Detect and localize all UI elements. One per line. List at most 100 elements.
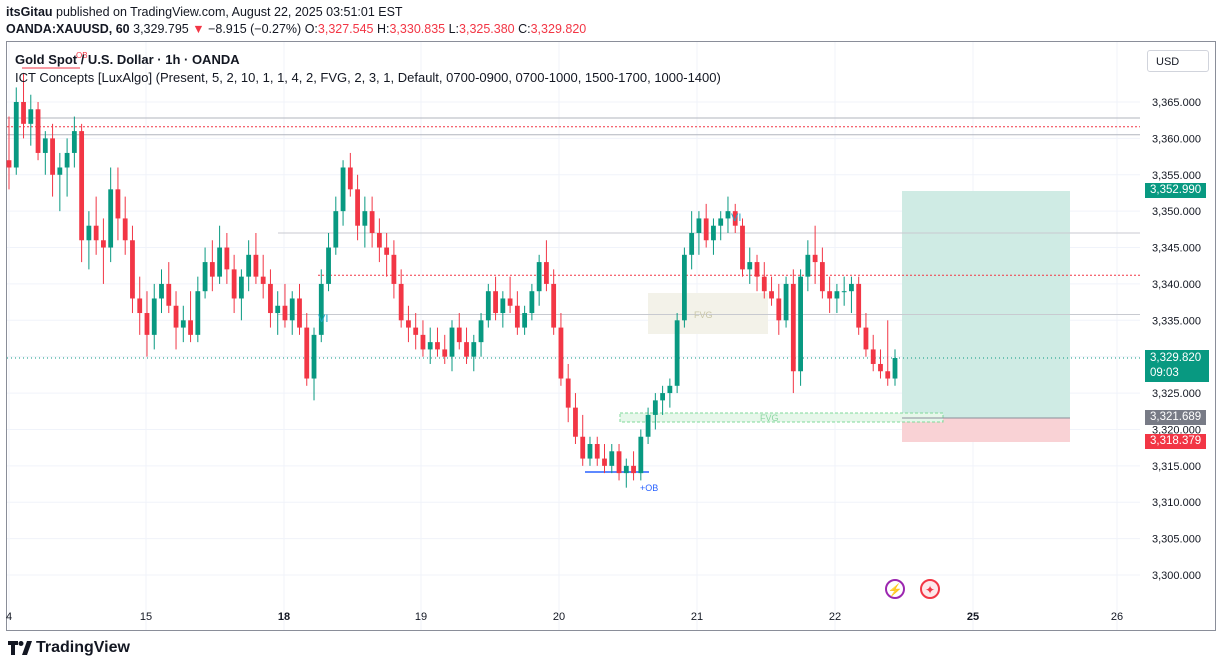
candle-body	[732, 211, 738, 226]
fvg-zone-upper	[648, 293, 768, 334]
candle-body	[761, 276, 767, 292]
price-tick: 3,365.000	[1152, 97, 1201, 109]
candle-body	[57, 167, 63, 175]
candle-body	[819, 262, 825, 292]
candle-body	[268, 283, 273, 314]
candle-body	[623, 465, 629, 474]
price-tick: 3,355.000	[1152, 170, 1201, 182]
candle-body	[565, 378, 571, 408]
candle-body	[115, 189, 121, 219]
candle-body	[427, 342, 433, 350]
candle-body	[885, 371, 891, 379]
low-label: L:	[448, 22, 460, 36]
candle-body	[282, 305, 288, 321]
candle-body	[173, 305, 179, 328]
candle-body	[253, 254, 259, 277]
candle-body	[28, 109, 34, 124]
close-value: 3,329.820	[530, 22, 587, 36]
last-price-value: 3,329.820	[1150, 352, 1202, 364]
candle-body	[362, 211, 368, 226]
us-flag-icon[interactable]: ✦	[920, 579, 940, 599]
price-tick: 3,315.000	[1152, 461, 1201, 473]
candle-body	[580, 436, 586, 459]
tradingview-logo-icon	[8, 641, 32, 655]
price-tick: 3,305.000	[1152, 534, 1201, 546]
open-label: O:	[304, 22, 318, 36]
currency-button[interactable]: USD	[1147, 50, 1209, 72]
time-tick: 4	[6, 611, 12, 623]
candle-body	[209, 262, 215, 277]
high-value: 3,330.835	[389, 22, 446, 36]
candle-body	[195, 291, 201, 335]
candle-body	[93, 225, 99, 241]
candle-body	[834, 291, 840, 299]
candle-body	[689, 232, 695, 255]
candle-body	[166, 283, 172, 306]
candle-body	[609, 451, 615, 466]
lightning-icon[interactable]: ⚡	[885, 579, 905, 599]
candle-body	[456, 327, 462, 343]
publisher-name: itsGitau	[6, 5, 53, 19]
candle-body	[812, 254, 818, 263]
candle-body	[144, 313, 150, 335]
candle-body	[398, 283, 404, 321]
chart-title[interactable]: Gold Spot / U.S. Dollar · 1h · OANDA	[15, 52, 240, 67]
candle-body	[718, 218, 724, 226]
price-tick: 3,325.000	[1152, 388, 1201, 400]
price-tick: 3,360.000	[1152, 133, 1201, 145]
candle-body	[79, 131, 85, 241]
candle-body	[769, 291, 774, 299]
candle-body	[406, 320, 411, 328]
candle-body	[827, 291, 833, 299]
candle-body	[638, 436, 644, 474]
time-tick: 25	[967, 611, 979, 623]
candle-body	[507, 298, 513, 306]
candle-body	[413, 327, 419, 335]
candle-body	[754, 262, 760, 277]
candle-body	[42, 138, 48, 153]
vi-label-1: VI	[318, 313, 328, 325]
candle-body	[660, 393, 666, 401]
price-tick: 3,320.000	[1152, 424, 1201, 436]
tradingview-wordmark: TradingView	[36, 639, 130, 656]
candle-body	[711, 225, 716, 241]
candle-body	[71, 131, 77, 153]
open-value: 3,327.545	[317, 22, 374, 36]
candle-body	[587, 444, 593, 459]
candle-body	[645, 414, 651, 437]
candle-body	[529, 291, 535, 314]
candle-body	[50, 138, 55, 175]
fvg-zone-lower	[619, 412, 944, 423]
candle-body	[674, 320, 680, 386]
candle-body	[681, 254, 687, 321]
chart-frame	[6, 41, 1216, 631]
candle-body	[311, 334, 317, 379]
candle-body	[449, 327, 455, 357]
candle-body	[108, 189, 114, 248]
candle-body	[536, 262, 542, 292]
indicator-legend[interactable]: ICT Concepts [LuxAlgo] (Present, 5, 2, 1…	[15, 70, 721, 85]
candle-body	[558, 327, 564, 379]
candle-body	[224, 247, 230, 270]
candle-body	[616, 451, 622, 474]
candle-body	[202, 262, 208, 292]
fvg-label-1: FVG	[694, 310, 713, 320]
symbol-label: OANDA:XAUUSD, 60	[6, 22, 130, 36]
price-change: −8.915 (−0.27%)	[208, 22, 302, 36]
candle-body	[137, 298, 143, 314]
candle-body	[464, 342, 469, 357]
candle-body	[217, 247, 223, 277]
candle-body	[442, 349, 448, 357]
candle-body	[289, 298, 295, 321]
price-tick: 3,340.000	[1152, 279, 1201, 291]
candle-body	[747, 262, 753, 270]
tradingview-logo: TradingView	[8, 639, 130, 657]
candle-body	[703, 218, 709, 241]
time-tick: 20	[553, 611, 565, 623]
candle-body	[333, 211, 339, 248]
candle-body	[318, 283, 324, 335]
candle-body	[740, 225, 745, 270]
publish-info: itsGitau published on TradingView.com, A…	[6, 5, 403, 19]
candle-body	[13, 102, 19, 168]
